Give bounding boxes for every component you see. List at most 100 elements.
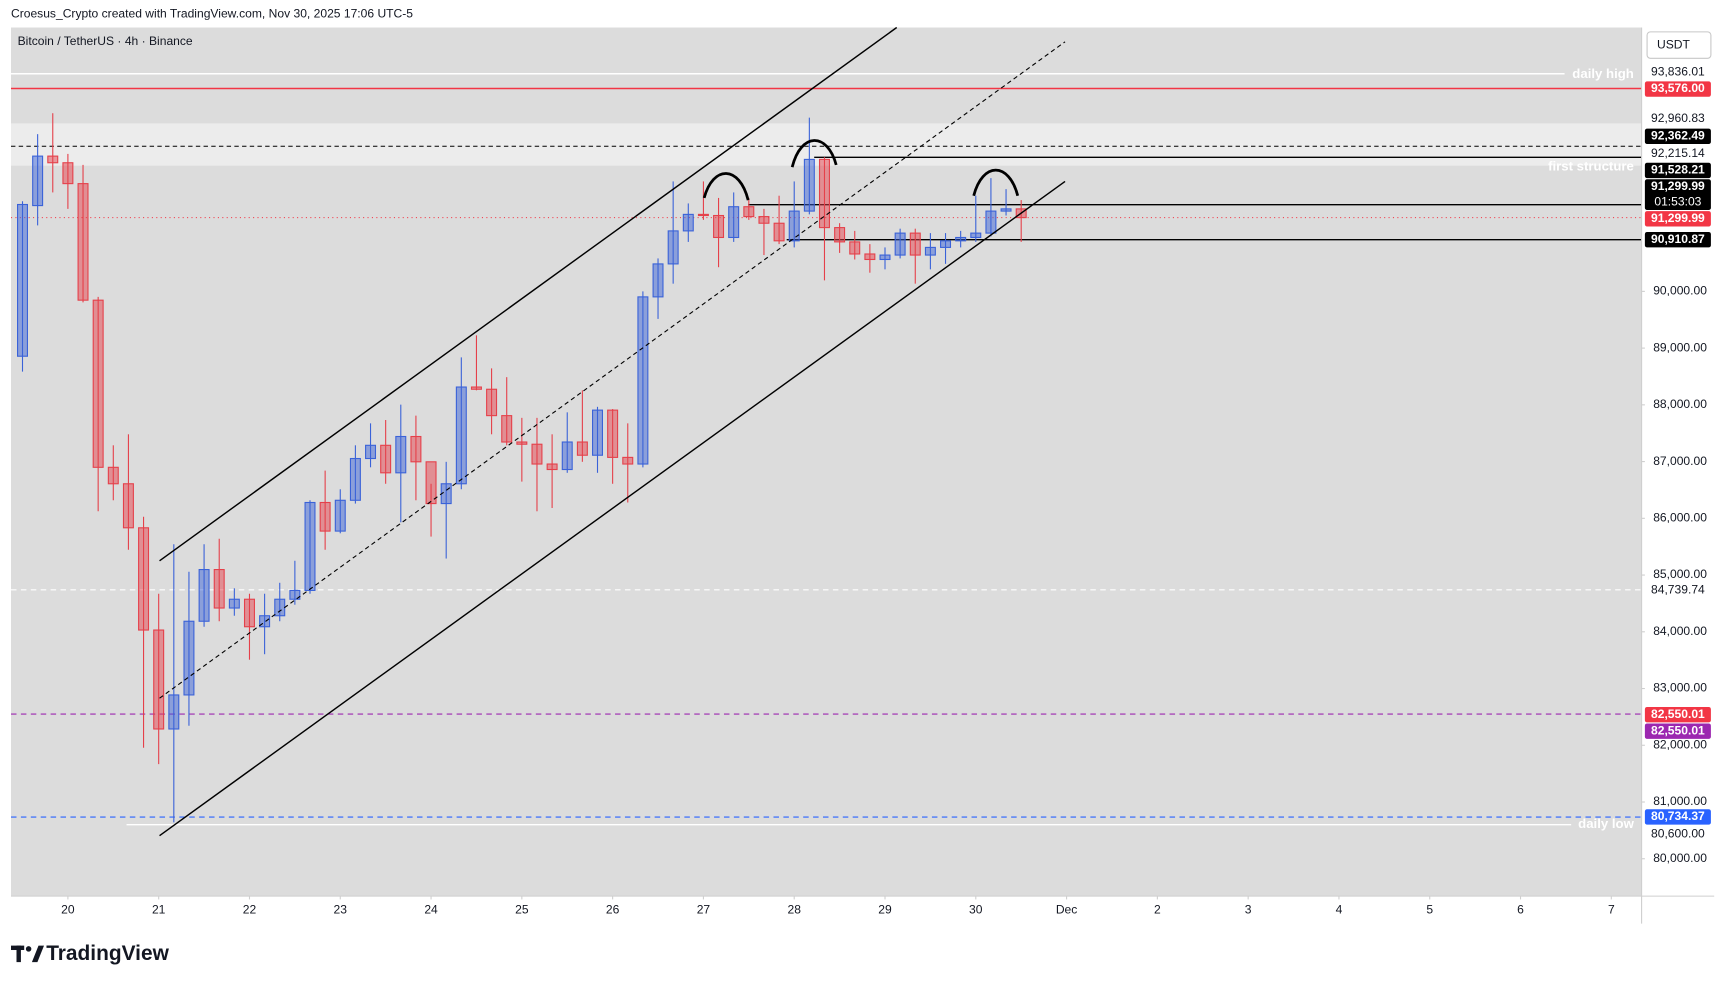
- price-tag-label: 82,550.01: [1651, 707, 1705, 721]
- x-tick-label: 22: [243, 903, 257, 917]
- arc: [790, 139, 838, 168]
- candle-body: [289, 589, 301, 600]
- candle-body: [894, 232, 906, 256]
- price-tag-label: 91,299.99: [1651, 211, 1705, 225]
- candle-body: [758, 216, 770, 224]
- candle-body: [440, 483, 452, 505]
- x-tick-label: 27: [697, 903, 711, 917]
- chart-title: Bitcoin / TetherUS · 4h · Binance: [18, 34, 193, 48]
- level-note: first structure: [1548, 159, 1634, 174]
- price-tag: [1644, 211, 1711, 227]
- candle-body: [682, 213, 694, 232]
- price-tag-label: 90,910.87: [1651, 232, 1705, 246]
- drawings: [159, 26, 1066, 837]
- currency-box[interactable]: [1646, 31, 1712, 59]
- y-tick-label: 87,000.00: [1653, 454, 1707, 468]
- logo: TradingView: [46, 942, 169, 965]
- price-tag-label: 80,600.00: [1651, 827, 1705, 841]
- logo-shape: [25, 946, 32, 952]
- candle-body: [834, 227, 846, 243]
- price-tag: [1644, 162, 1711, 179]
- x-tick-label: 6: [1517, 903, 1524, 917]
- candle-body: [455, 386, 467, 485]
- candle-body: [803, 158, 815, 212]
- candle-body: [410, 435, 422, 463]
- labels: 80,000.00 81,000.00 82,000.00 83,000.00 84,0…: [61, 65, 1711, 917]
- candle-body: [380, 444, 392, 474]
- price-tag: [1644, 826, 1711, 843]
- candle-body: [334, 499, 346, 532]
- candle-body: [107, 466, 119, 485]
- candle-body: [501, 415, 513, 443]
- candle-body: [592, 409, 604, 456]
- y-tick-label: 81,000.00: [1653, 794, 1707, 808]
- price-tag: [1644, 809, 1711, 825]
- price-tag: [1644, 64, 1711, 81]
- candle-body: [970, 232, 982, 239]
- candle-body: [985, 210, 997, 234]
- candle-body: [818, 158, 830, 229]
- candle-body: [32, 155, 44, 207]
- price-tag: [1644, 128, 1711, 145]
- candle-body: [274, 598, 286, 617]
- candle-body: [365, 444, 377, 460]
- candle-body: [607, 409, 619, 458]
- candle-body: [713, 214, 725, 239]
- y-tick-label: 82,000.00: [1653, 737, 1707, 751]
- y-tick-label: 90,000.00: [1653, 284, 1707, 298]
- y-tick-label: 88,000.00: [1653, 397, 1707, 411]
- candle-body: [213, 569, 225, 609]
- candle-body: [62, 162, 74, 185]
- candle-body: [77, 183, 89, 301]
- candle-body: [228, 598, 240, 609]
- candle-body: [319, 501, 331, 532]
- candle-body: [955, 236, 967, 242]
- price-tag: [1644, 81, 1711, 97]
- arc: [702, 172, 750, 201]
- candle-body: [17, 203, 29, 357]
- candle-body: [576, 441, 588, 456]
- channel-lower: [159, 180, 1066, 837]
- channel-mid: [159, 41, 1066, 699]
- y-tick-label: 89,000.00: [1653, 340, 1707, 354]
- x-tick-label: 23: [334, 903, 348, 917]
- level-note: daily low: [1578, 816, 1634, 831]
- candle-body: [470, 386, 482, 390]
- price-tag-label: 80,734.37: [1651, 809, 1705, 823]
- countdown: 01:53:03: [1654, 195, 1701, 209]
- candle-body: [743, 206, 755, 218]
- candle-body: [788, 210, 800, 242]
- candle-body: [183, 620, 195, 696]
- y-tick-label: 85,000.00: [1653, 567, 1707, 581]
- candle-body: [122, 483, 134, 529]
- candle-body: [667, 230, 679, 265]
- x-tick-label: 29: [878, 903, 892, 917]
- logo-shape: [16, 945, 21, 963]
- candle-body: [531, 443, 543, 465]
- candle-body: [879, 254, 891, 261]
- candle-body: [728, 206, 740, 239]
- price-tag: [1644, 723, 1711, 739]
- candle-body: [622, 456, 634, 465]
- candle-body: [153, 629, 165, 730]
- price-tag: [1644, 111, 1711, 127]
- price-tag-label: 92,960.83: [1651, 111, 1705, 125]
- candle-body: [243, 598, 255, 628]
- level-layer: [11, 73, 1642, 826]
- price-tag-label: 82,550.01: [1651, 723, 1705, 737]
- price-tag-label: 91,528.21: [1651, 163, 1705, 177]
- candle-body: [849, 241, 861, 255]
- candle-body: [546, 463, 558, 471]
- candle-body: [47, 155, 59, 164]
- x-tick-label: 7: [1608, 903, 1615, 917]
- logo-shape: [31, 945, 45, 963]
- candle-body: [637, 296, 649, 465]
- price-tag: [1644, 707, 1711, 723]
- price-tag-label: 91,299.99: [1651, 179, 1705, 193]
- x-tick-label: 25: [515, 903, 529, 917]
- candle-body: [773, 222, 785, 242]
- price-tag-label: 92,215.14: [1651, 146, 1705, 160]
- x-tick-label: 26: [606, 903, 620, 917]
